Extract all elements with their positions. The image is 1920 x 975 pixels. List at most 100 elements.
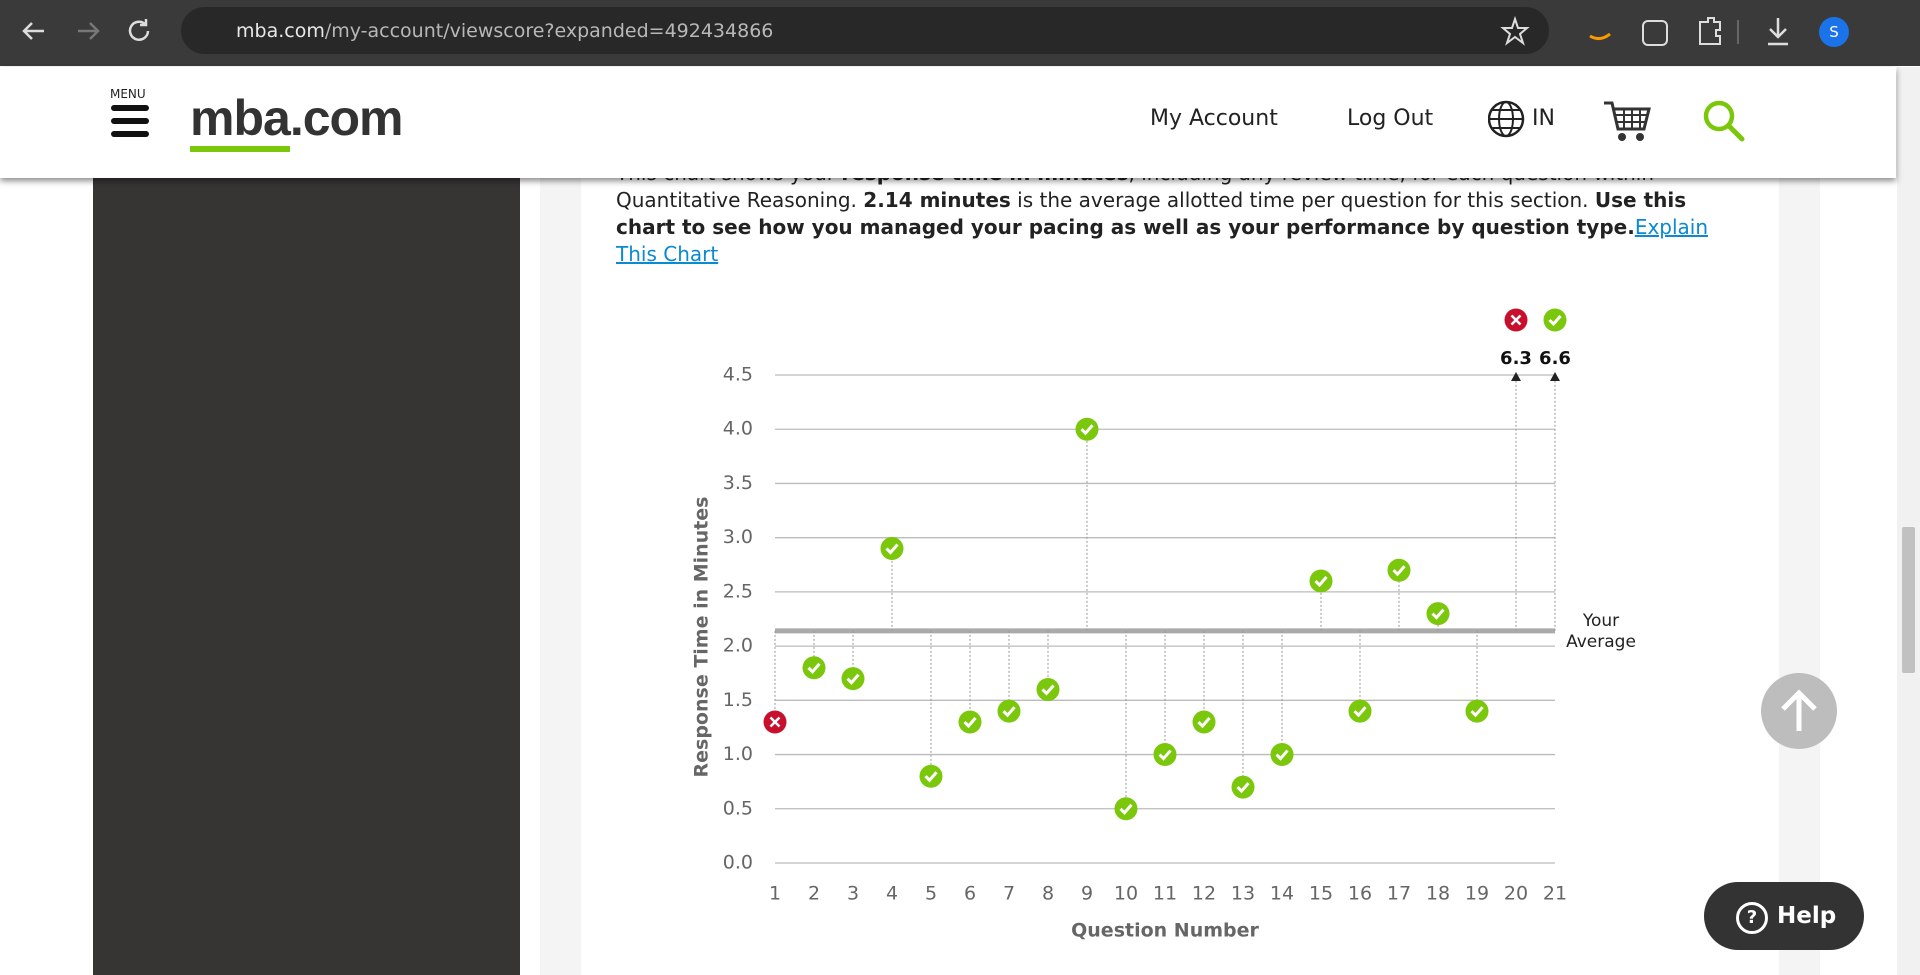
marker-circle <box>1153 743 1177 767</box>
check <box>1470 706 1484 718</box>
y-tick-label: 2.0 <box>723 635 753 657</box>
check <box>1080 424 1094 436</box>
back-button[interactable] <box>22 22 44 40</box>
overflow-arrow <box>1511 372 1521 381</box>
check <box>807 662 821 674</box>
y-tick-label: 1.0 <box>723 743 753 765</box>
check <box>1275 749 1289 761</box>
x-tick-label: 5 <box>925 883 937 905</box>
check <box>1431 608 1445 620</box>
y-axis-title: Response Time in Minutes <box>691 497 713 778</box>
explain-link[interactable]: Explain This Chart <box>616 215 1709 266</box>
x-tick-label: 14 <box>1270 883 1294 905</box>
check <box>885 543 899 555</box>
x-tick-label: 8 <box>1042 883 1054 905</box>
x-tick-label: 20 <box>1504 883 1528 905</box>
downloads[interactable] <box>1768 18 1788 46</box>
x-tick-label: 11 <box>1153 883 1177 905</box>
sidebar <box>93 178 520 975</box>
correct-marker <box>919 764 943 788</box>
globe-icon[interactable] <box>1488 99 1532 143</box>
site-header: MENU mba.com My Account Log Out IN <box>0 67 1896 178</box>
nav-link[interactable]: My Account <box>1150 106 1278 131</box>
extension[interactable] <box>1642 20 1668 46</box>
check <box>1314 576 1328 588</box>
help-button[interactable]: ? Help <box>1704 882 1864 950</box>
y-tick-label: 3.0 <box>723 526 753 548</box>
url: mba.com/my-account/viewscore?expanded=49… <box>236 20 773 42</box>
marker-circle <box>1114 797 1138 821</box>
url-path: /my-account/viewscore?expanded=492434866 <box>324 20 774 42</box>
x-tick-label: 19 <box>1465 883 1489 905</box>
menu-bar[interactable] <box>111 105 149 111</box>
nav-link[interactable]: Log Out <box>1347 106 1434 131</box>
help-label: Help <box>1777 903 1837 929</box>
chart-description: This chart shows your response time in m… <box>616 160 1726 268</box>
correct-marker <box>1543 308 1567 332</box>
check <box>1041 684 1055 696</box>
logo[interactable]: mba.com <box>190 89 404 152</box>
check <box>1002 706 1016 718</box>
extensions-menu[interactable] <box>1699 17 1721 45</box>
correct-marker <box>958 710 982 734</box>
correct-marker <box>1036 677 1060 701</box>
amazon-extension[interactable] <box>1589 32 1611 41</box>
correct-marker <box>1309 569 1333 593</box>
marker-circle <box>880 537 904 561</box>
x-tick-label: 7 <box>1003 883 1015 905</box>
check <box>1197 717 1211 729</box>
check <box>1392 565 1406 577</box>
x-tick-label: 3 <box>847 883 859 905</box>
intro-text: Use this chart to see how you managed yo… <box>616 188 1687 239</box>
help-icon: ? <box>1736 902 1768 934</box>
extension-icons <box>1589 17 1788 46</box>
x-axis-title: Question Number <box>1071 920 1259 942</box>
logo-main: mba <box>190 90 291 152</box>
bar-icons <box>1500 15 1530 46</box>
scroll-to-top[interactable] <box>1761 673 1837 749</box>
check <box>1353 706 1367 718</box>
correct-marker <box>1192 710 1216 734</box>
average-label: Your <box>1582 611 1619 631</box>
region[interactable]: IN <box>1532 106 1555 131</box>
correct-marker <box>1426 602 1450 626</box>
marker-circle <box>1309 569 1333 593</box>
x-tick-label: 6 <box>964 883 976 905</box>
scrollbar[interactable] <box>1897 67 1920 975</box>
cross <box>769 716 781 728</box>
menu-bar[interactable] <box>111 131 149 137</box>
marker-circle <box>1543 308 1567 332</box>
y-tick-label: 0.5 <box>723 797 753 819</box>
correct-marker <box>1231 775 1255 799</box>
x-tick-label: 9 <box>1081 883 1093 905</box>
logo-suffix: .com <box>289 90 404 146</box>
correct-marker <box>1075 417 1099 441</box>
marker-circle <box>841 667 865 691</box>
marker-circle <box>958 710 982 734</box>
check <box>1548 315 1562 327</box>
y-tick-label: 0.0 <box>723 852 753 874</box>
address-bar[interactable]: mba.com/my-account/viewscore?expanded=49… <box>181 7 1549 54</box>
value-label: 6.6 <box>1539 348 1571 369</box>
bookmark-star[interactable] <box>1500 15 1530 46</box>
check <box>1236 782 1250 794</box>
intro-text: is the average allotted time per questio… <box>1010 188 1595 212</box>
menu-bar[interactable] <box>111 118 149 124</box>
profile-avatar[interactable]: S <box>1819 17 1849 47</box>
correct-marker <box>880 537 904 561</box>
url-host: mba.com <box>236 20 325 42</box>
y-tick-label: 4.5 <box>723 364 753 386</box>
x-tick-label: 10 <box>1114 883 1138 905</box>
menu-label[interactable]: MENU <box>110 87 146 101</box>
content-card <box>581 178 1779 975</box>
x-tick-label: 1 <box>769 883 781 905</box>
reload-button[interactable] <box>128 19 150 41</box>
marker-circle <box>802 656 826 680</box>
cross <box>1510 314 1522 326</box>
cart-icon[interactable] <box>1602 99 1652 145</box>
scrollbar-thumb[interactable] <box>1902 527 1915 673</box>
search-icon[interactable] <box>1702 99 1746 143</box>
x-tick-label: 21 <box>1543 883 1567 905</box>
